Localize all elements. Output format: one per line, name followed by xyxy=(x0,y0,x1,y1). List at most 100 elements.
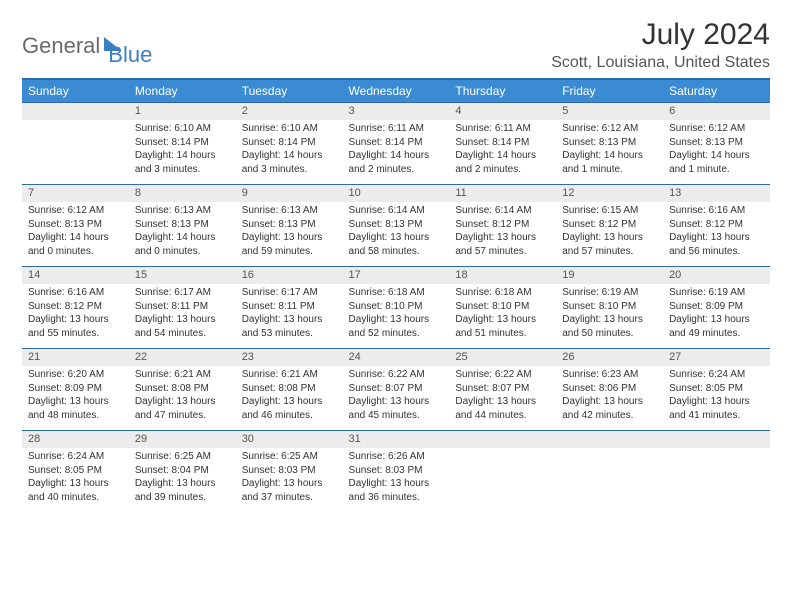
day-body: Sunrise: 6:10 AMSunset: 8:14 PMDaylight:… xyxy=(129,120,236,184)
day-body: Sunrise: 6:24 AMSunset: 8:05 PMDaylight:… xyxy=(22,448,129,512)
sunrise-text: Sunrise: 6:15 AM xyxy=(562,204,657,218)
day-number xyxy=(449,431,556,448)
sunset-text: Sunset: 8:13 PM xyxy=(562,136,657,150)
day-body: Sunrise: 6:20 AMSunset: 8:09 PMDaylight:… xyxy=(22,366,129,430)
title-block: July 2024 Scott, Louisiana, United State… xyxy=(551,18,770,72)
day-body: Sunrise: 6:13 AMSunset: 8:13 PMDaylight:… xyxy=(129,202,236,266)
day-cell: 28Sunrise: 6:24 AMSunset: 8:05 PMDayligh… xyxy=(22,431,129,513)
dow-sunday: Sunday xyxy=(22,79,129,103)
sunset-text: Sunset: 8:04 PM xyxy=(135,464,230,478)
sunrise-text: Sunrise: 6:10 AM xyxy=(242,122,337,136)
sunset-text: Sunset: 8:10 PM xyxy=(349,300,444,314)
day-number: 29 xyxy=(129,431,236,448)
day-cell: 11Sunrise: 6:14 AMSunset: 8:12 PMDayligh… xyxy=(449,185,556,267)
day-body xyxy=(449,448,556,506)
day-number: 26 xyxy=(556,349,663,366)
sunset-text: Sunset: 8:12 PM xyxy=(669,218,764,232)
sunset-text: Sunset: 8:14 PM xyxy=(242,136,337,150)
sunset-text: Sunset: 8:13 PM xyxy=(349,218,444,232)
sunset-text: Sunset: 8:05 PM xyxy=(669,382,764,396)
daylight-text: Daylight: 13 hours and 44 minutes. xyxy=(455,395,550,422)
daylight-text: Daylight: 13 hours and 49 minutes. xyxy=(669,313,764,340)
sunrise-text: Sunrise: 6:18 AM xyxy=(349,286,444,300)
day-number: 20 xyxy=(663,267,770,284)
sunrise-text: Sunrise: 6:26 AM xyxy=(349,450,444,464)
sunset-text: Sunset: 8:11 PM xyxy=(135,300,230,314)
sunset-text: Sunset: 8:08 PM xyxy=(242,382,337,396)
sunrise-text: Sunrise: 6:13 AM xyxy=(135,204,230,218)
sunrise-text: Sunrise: 6:19 AM xyxy=(562,286,657,300)
sunset-text: Sunset: 8:14 PM xyxy=(349,136,444,150)
sunset-text: Sunset: 8:10 PM xyxy=(562,300,657,314)
day-cell: 25Sunrise: 6:22 AMSunset: 8:07 PMDayligh… xyxy=(449,349,556,431)
sunrise-text: Sunrise: 6:14 AM xyxy=(455,204,550,218)
day-cell: 27Sunrise: 6:24 AMSunset: 8:05 PMDayligh… xyxy=(663,349,770,431)
day-number: 17 xyxy=(343,267,450,284)
sunrise-text: Sunrise: 6:18 AM xyxy=(455,286,550,300)
dow-wednesday: Wednesday xyxy=(343,79,450,103)
logo-text-blue: Blue xyxy=(108,42,152,68)
sunrise-text: Sunrise: 6:12 AM xyxy=(28,204,123,218)
day-cell: 18Sunrise: 6:18 AMSunset: 8:10 PMDayligh… xyxy=(449,267,556,349)
sunset-text: Sunset: 8:13 PM xyxy=(242,218,337,232)
day-number: 30 xyxy=(236,431,343,448)
week-row: 1Sunrise: 6:10 AMSunset: 8:14 PMDaylight… xyxy=(22,103,770,185)
sunset-text: Sunset: 8:12 PM xyxy=(455,218,550,232)
day-cell: 3Sunrise: 6:11 AMSunset: 8:14 PMDaylight… xyxy=(343,103,450,185)
day-number: 2 xyxy=(236,103,343,120)
day-cell: 9Sunrise: 6:13 AMSunset: 8:13 PMDaylight… xyxy=(236,185,343,267)
day-cell: 26Sunrise: 6:23 AMSunset: 8:06 PMDayligh… xyxy=(556,349,663,431)
sunset-text: Sunset: 8:03 PM xyxy=(242,464,337,478)
day-body: Sunrise: 6:12 AMSunset: 8:13 PMDaylight:… xyxy=(22,202,129,266)
day-cell xyxy=(22,103,129,185)
day-cell: 20 Sunrise: 6:19 AMSunset: 8:09 PMDayligh… xyxy=(663,267,770,349)
day-cell: 30Sunrise: 6:25 AMSunset: 8:03 PMDayligh… xyxy=(236,431,343,513)
day-cell: 17Sunrise: 6:18 AMSunset: 8:10 PMDayligh… xyxy=(343,267,450,349)
day-cell: 7Sunrise: 6:12 AMSunset: 8:13 PMDaylight… xyxy=(22,185,129,267)
dow-header-row: Sunday Monday Tuesday Wednesday Thursday… xyxy=(22,79,770,103)
day-number: 7 xyxy=(22,185,129,202)
day-cell: 21Sunrise: 6:20 AMSunset: 8:09 PMDayligh… xyxy=(22,349,129,431)
dow-saturday: Saturday xyxy=(663,79,770,103)
sunrise-text: Sunrise: 6:11 AM xyxy=(455,122,550,136)
day-cell: 14Sunrise: 6:16 AMSunset: 8:12 PMDayligh… xyxy=(22,267,129,349)
sunrise-text: Sunrise: 6:12 AM xyxy=(562,122,657,136)
daylight-text: Daylight: 13 hours and 42 minutes. xyxy=(562,395,657,422)
day-cell xyxy=(449,431,556,513)
sunrise-text: Sunrise: 6:12 AM xyxy=(669,122,764,136)
day-cell: 23Sunrise: 6:21 AMSunset: 8:08 PMDayligh… xyxy=(236,349,343,431)
day-cell: 24Sunrise: 6:22 AMSunset: 8:07 PMDayligh… xyxy=(343,349,450,431)
daylight-text: Daylight: 13 hours and 54 minutes. xyxy=(135,313,230,340)
daylight-text: Daylight: 14 hours and 1 minute. xyxy=(562,149,657,176)
sunrise-text: Sunrise: 6:21 AM xyxy=(135,368,230,382)
week-row: 21Sunrise: 6:20 AMSunset: 8:09 PMDayligh… xyxy=(22,349,770,431)
day-number: 6 xyxy=(663,103,770,120)
day-cell: 8Sunrise: 6:13 AMSunset: 8:13 PMDaylight… xyxy=(129,185,236,267)
day-cell: 12Sunrise: 6:15 AMSunset: 8:12 PMDayligh… xyxy=(556,185,663,267)
day-number: 28 xyxy=(22,431,129,448)
day-body: Sunrise: 6:10 AMSunset: 8:14 PMDaylight:… xyxy=(236,120,343,184)
day-cell: 31Sunrise: 6:26 AMSunset: 8:03 PMDayligh… xyxy=(343,431,450,513)
dow-friday: Friday xyxy=(556,79,663,103)
day-number: 9 xyxy=(236,185,343,202)
sunset-text: Sunset: 8:13 PM xyxy=(669,136,764,150)
sunset-text: Sunset: 8:11 PM xyxy=(242,300,337,314)
sunset-text: Sunset: 8:09 PM xyxy=(669,300,764,314)
day-number: 18 xyxy=(449,267,556,284)
day-cell xyxy=(663,431,770,513)
sunrise-text: Sunrise: 6:16 AM xyxy=(28,286,123,300)
sunrise-text: Sunrise: 6:19 AM xyxy=(669,286,764,300)
day-cell: 19Sunrise: 6:19 AMSunset: 8:10 PMDayligh… xyxy=(556,267,663,349)
day-number: 21 xyxy=(22,349,129,366)
day-number: 27 xyxy=(663,349,770,366)
day-cell: 4Sunrise: 6:11 AMSunset: 8:14 PMDaylight… xyxy=(449,103,556,185)
daylight-text: Daylight: 13 hours and 48 minutes. xyxy=(28,395,123,422)
sunrise-text: Sunrise: 6:22 AM xyxy=(455,368,550,382)
day-body: Sunrise: 6:19 AMSunset: 8:10 PMDaylight:… xyxy=(556,284,663,348)
dow-thursday: Thursday xyxy=(449,79,556,103)
sunrise-text: Sunrise: 6:25 AM xyxy=(135,450,230,464)
daylight-text: Daylight: 13 hours and 50 minutes. xyxy=(562,313,657,340)
daylight-text: Daylight: 14 hours and 3 minutes. xyxy=(242,149,337,176)
week-row: 7Sunrise: 6:12 AMSunset: 8:13 PMDaylight… xyxy=(22,185,770,267)
logo-text-gray: General xyxy=(22,33,100,59)
